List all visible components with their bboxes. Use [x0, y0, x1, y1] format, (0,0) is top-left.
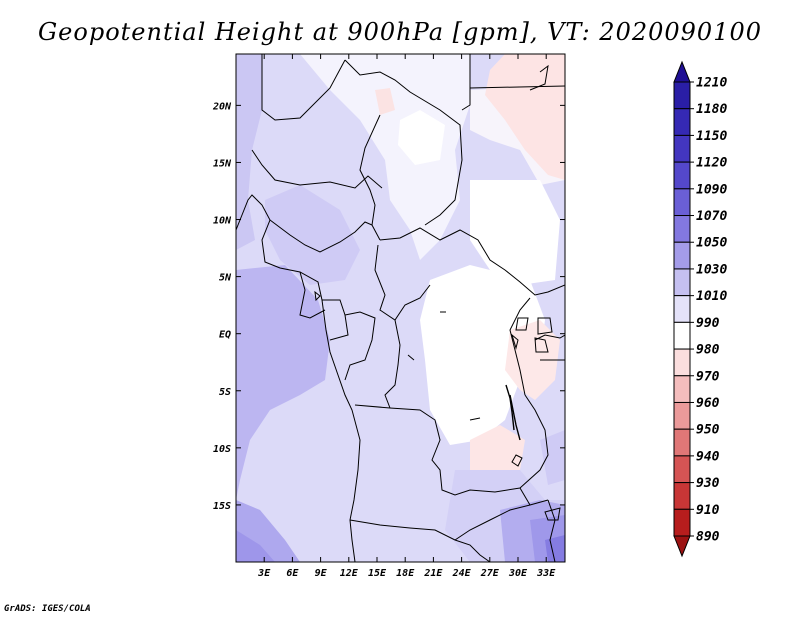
colorbar-label: 1050 [696, 236, 727, 251]
colorbar-label: 910 [696, 503, 720, 518]
colorbar-cap-top [673, 60, 691, 83]
colorbar-label: 970 [696, 369, 720, 384]
colorbar-label: 1030 [696, 262, 727, 277]
lon-tick-label: 24E [452, 568, 472, 579]
lon-tick-label: 21E [423, 568, 443, 579]
lat-tick-label: 15N [213, 158, 232, 169]
colorbar-segment [673, 81, 691, 110]
colorbar-label: 930 [696, 476, 720, 491]
colorbar-segment [673, 295, 691, 323]
geopotential-field [236, 54, 565, 562]
lat-tick-label: 5S [219, 387, 231, 398]
political-borders [236, 54, 565, 562]
lon-tick-label: 15E [368, 568, 387, 579]
lon-tick-label: 33E [536, 568, 556, 579]
lat-tick-label: 5N [219, 273, 232, 284]
colorbar-cap-bottom [673, 535, 691, 558]
lon-tick-label: 12E [340, 568, 359, 579]
footer-credit: GrADS: IGES/COLA [4, 604, 91, 614]
colorbar-segment [673, 482, 691, 510]
colorbar-label: 1120 [696, 156, 727, 171]
colorbar: 1210 1180 1150 1120 1090 1070 1050 1030 1010 990 9… [673, 60, 727, 558]
map-title: Geopotential Height at 900hPa [gpm], VT:… [38, 18, 762, 46]
colorbar-segment [673, 215, 691, 243]
colorbar-segment [673, 268, 691, 297]
colorbar-label: 940 [696, 449, 720, 464]
colorbar-label: 1090 [696, 182, 727, 197]
lon-tick-label: 30E [508, 568, 528, 579]
lon-tick-label: 27E [480, 568, 500, 579]
colorbar-segment [673, 375, 691, 403]
lon-tick-label: 3E [257, 568, 271, 579]
lon-tick-label: 9E [315, 568, 328, 579]
colorbar-segment [673, 241, 691, 270]
colorbar-segment [673, 321, 691, 350]
lat-tick-label: 15S [213, 501, 231, 512]
colorbar-label: 1210 [696, 76, 727, 91]
colorbar-segment [673, 348, 691, 377]
colorbar-label: 1070 [696, 209, 727, 224]
colorbar-label: 960 [696, 396, 720, 411]
latitude-axis: 20N 15N 10N 5N EQ 5S 10S 15S [212, 101, 565, 512]
colorbar-segment [673, 401, 691, 430]
colorbar-label: 1010 [696, 289, 727, 304]
colorbar-segment [673, 508, 691, 537]
colorbar-label: 1180 [696, 102, 727, 117]
colorbar-segment [673, 134, 691, 163]
colorbar-label: 980 [696, 343, 720, 358]
colorbar-label: 950 [696, 423, 720, 438]
colorbar-segment [673, 108, 691, 136]
colorbar-segment [673, 188, 691, 217]
lon-tick-label: 6E [286, 568, 299, 579]
lon-tick-label: 18E [396, 568, 415, 579]
colorbar-segment [673, 455, 691, 484]
lat-tick-label: 20N [212, 101, 232, 112]
colorbar-label: 1150 [696, 129, 727, 144]
map-frame [235, 53, 566, 563]
lat-tick-label: EQ [219, 330, 231, 341]
lat-tick-label: 10S [213, 444, 231, 455]
longitude-axis: 3E 6E 9E 12E 15E 18E 21E 24E 27E 30E 33E [257, 54, 556, 579]
colorbar-label: 990 [696, 316, 720, 331]
colorbar-segment [673, 428, 691, 457]
lat-tick-label: 10N [213, 216, 232, 227]
colorbar-segment [673, 161, 691, 190]
colorbar-label: 890 [696, 530, 720, 545]
